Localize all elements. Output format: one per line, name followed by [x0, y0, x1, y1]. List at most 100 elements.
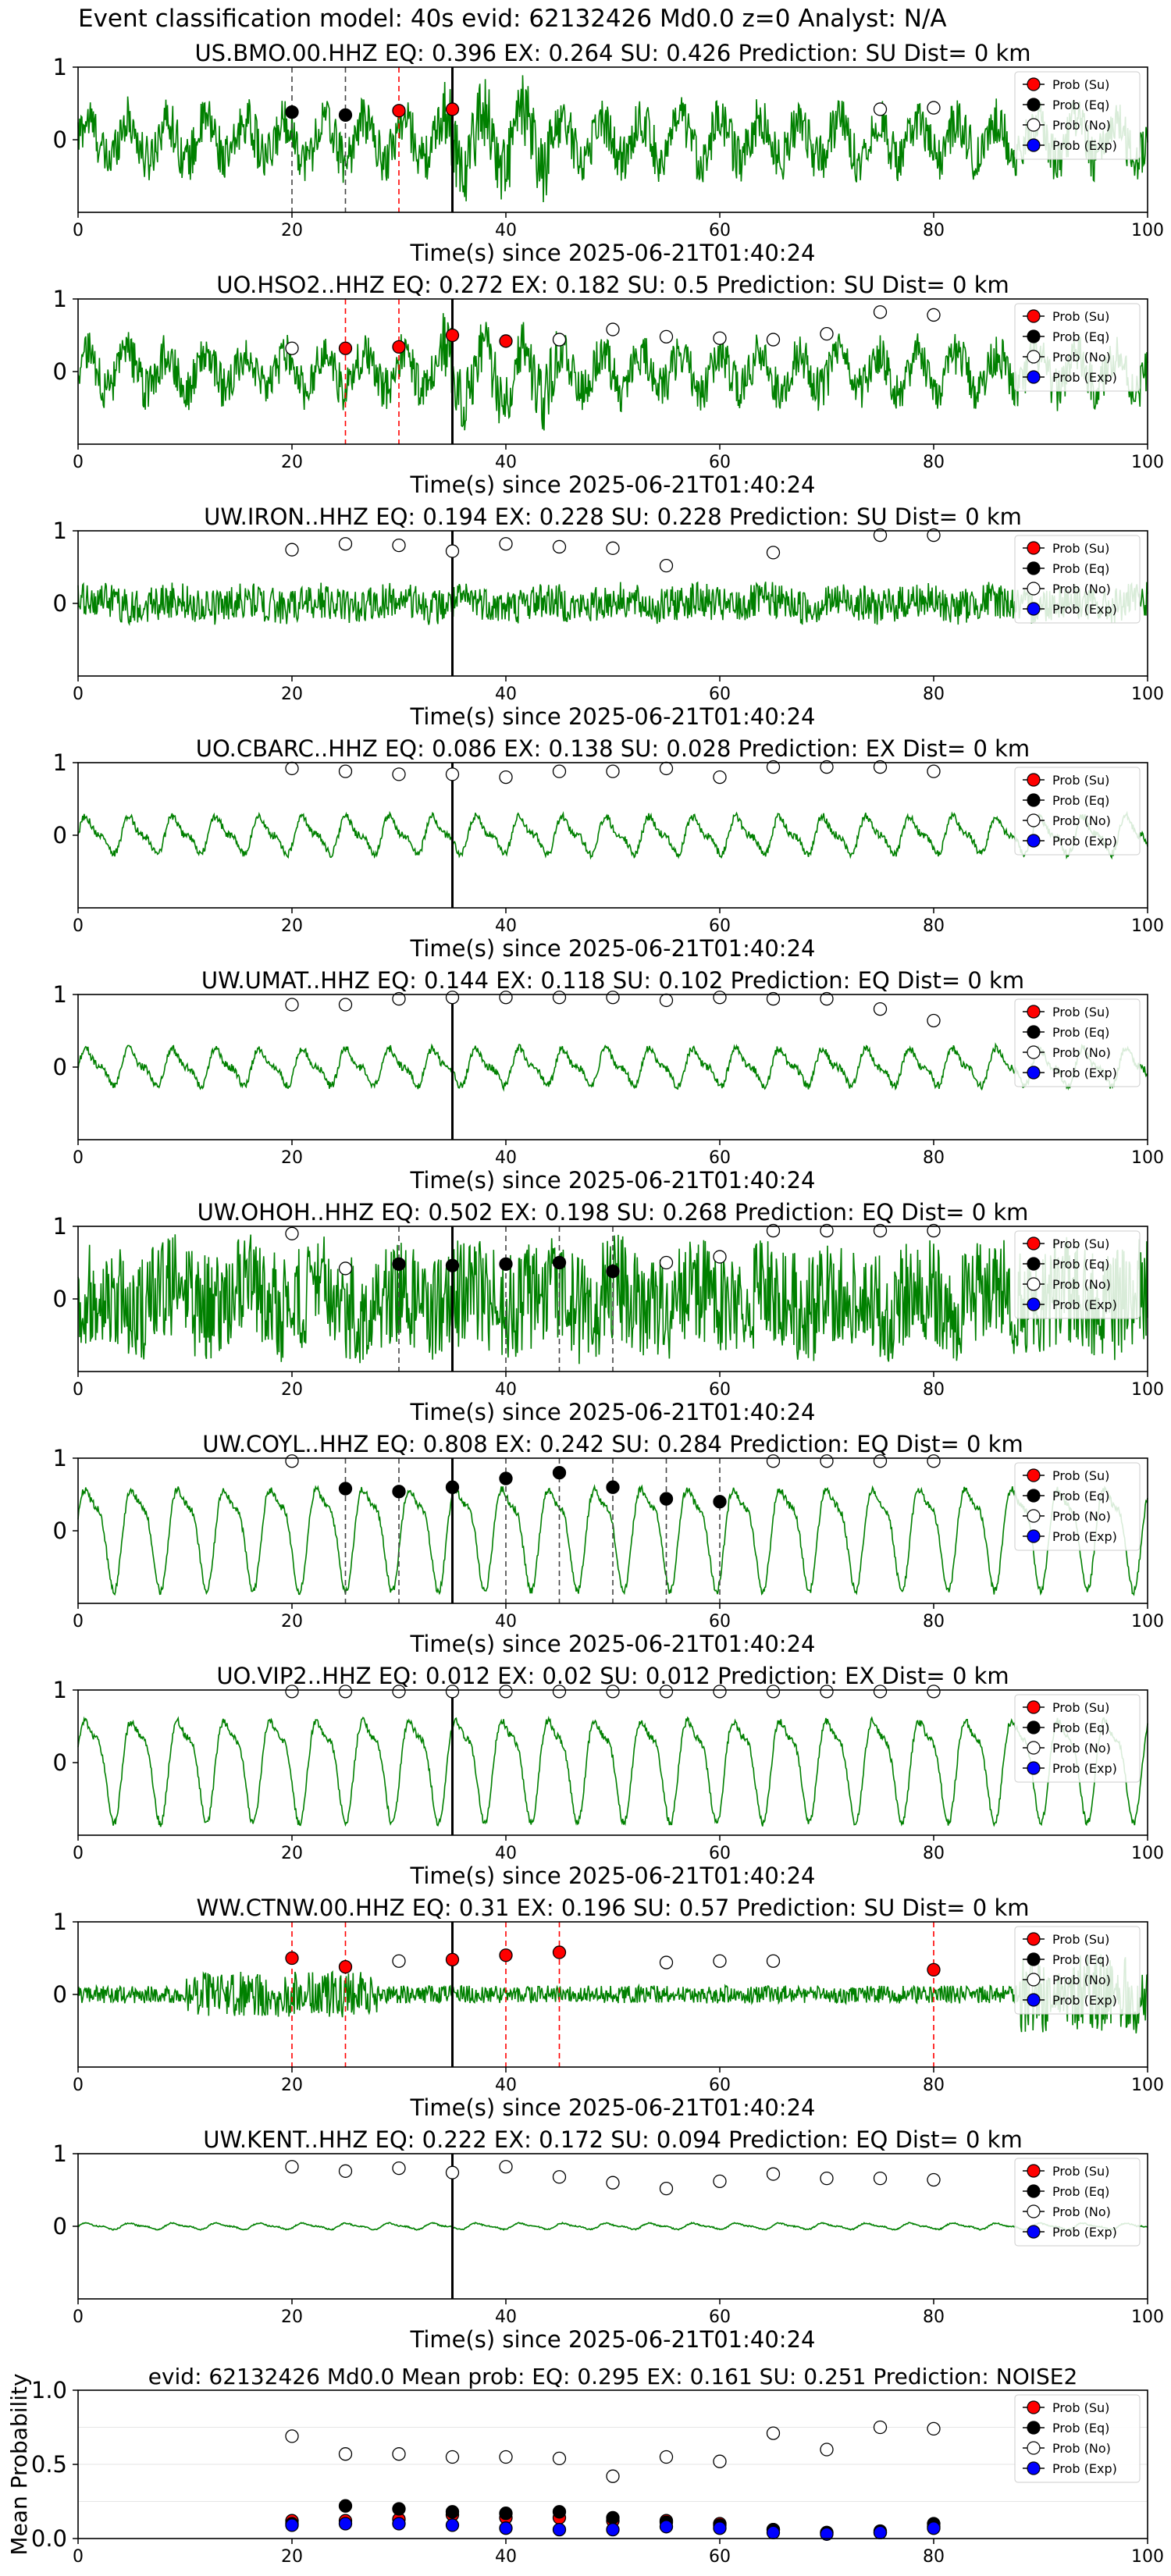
- panel-title: evid: 62132426 Md0.0 Mean prob: EQ: 0.29…: [148, 2364, 1078, 2389]
- legend-marker-no: [1027, 813, 1041, 827]
- x-tick-label: 80: [923, 2076, 945, 2095]
- legend-marker-no: [1027, 1973, 1041, 1987]
- x-tick-label: 80: [923, 916, 945, 936]
- legend-label-exp: Prob (Exp): [1052, 602, 1117, 617]
- legend-label-exp: Prob (Exp): [1052, 834, 1117, 849]
- station-panel-4: UW.UMAT..HHZ EQ: 0.144 EX: 0.118 SU: 0.1…: [53, 967, 1164, 1194]
- prob-point-no: [659, 761, 674, 776]
- x-axis-label: Time(s) since 2025-06-21T01:40:24: [410, 935, 816, 962]
- legend-label-su: Prob (Su): [1052, 773, 1109, 788]
- mean-point-no: [659, 2450, 674, 2464]
- legend-frame: [1014, 1462, 1141, 1551]
- y-tick-label: 1: [53, 1677, 67, 1703]
- x-tick-label: 60: [709, 2076, 731, 2095]
- mean-point-exp: [552, 2522, 567, 2537]
- y-tick-label: 0: [53, 1286, 67, 1312]
- station-panel-5: UW.OHOH..HHZ EQ: 0.502 EX: 0.198 SU: 0.2…: [53, 1199, 1164, 1425]
- x-tick-label: 40: [495, 453, 517, 472]
- panel-title: UW.UMAT..HHZ EQ: 0.144 EX: 0.118 SU: 0.1…: [201, 967, 1024, 994]
- prob-point-no: [820, 1223, 834, 1238]
- prob-point-eq: [338, 108, 353, 123]
- x-tick-label: 0: [73, 2307, 84, 2327]
- prob-point-no: [927, 308, 941, 322]
- waveform-trace: [77, 75, 1148, 203]
- prob-point-no: [659, 2181, 674, 2196]
- x-tick-label: 100: [1131, 1380, 1164, 1400]
- prob-point-no: [873, 1454, 888, 1468]
- prob-point-no: [552, 1685, 567, 1699]
- x-tick-label: 0: [73, 1380, 84, 1400]
- legend: Prob (Su) Prob (Eq) Prob (No) Prob (Exp): [1014, 71, 1141, 160]
- figure-title: Event classification model: 40s evid: 62…: [78, 5, 947, 33]
- legend-label-eq: Prob (Eq): [1052, 1720, 1109, 1735]
- x-tick-label: 40: [495, 2307, 517, 2327]
- prob-point-no: [766, 760, 781, 774]
- waveform-trace: [77, 1484, 1148, 1596]
- prob-point-no: [873, 305, 888, 319]
- prob-point-eq: [392, 1485, 406, 1499]
- x-tick-label: 100: [1131, 2076, 1164, 2095]
- station-panel-6: UW.COYL..HHZ EQ: 0.808 EX: 0.242 SU: 0.2…: [53, 1431, 1164, 1657]
- mean-point-eq: [552, 2505, 567, 2519]
- legend-label-eq: Prob (Eq): [1052, 1489, 1109, 1503]
- panel-title: US.BMO.00.HHZ EQ: 0.396 EX: 0.264 SU: 0.…: [194, 40, 1030, 66]
- y-tick-label: 0.5: [31, 2451, 67, 2478]
- legend-label-no: Prob (No): [1052, 1741, 1111, 1756]
- x-tick-label: 60: [709, 453, 731, 472]
- prob-point-no: [552, 764, 567, 778]
- x-axis-label: Time(s) since 2025-06-21T01:40:24: [410, 1167, 816, 1194]
- legend-label-no: Prob (No): [1052, 1277, 1111, 1292]
- mean-point-no: [392, 2447, 406, 2461]
- legend-marker-exp: [1027, 1066, 1041, 1080]
- legend-marker-su: [1027, 77, 1041, 91]
- prob-point-no: [927, 764, 941, 778]
- prob-point-no: [338, 537, 353, 551]
- prob-point-no: [285, 998, 299, 1012]
- prob-point-no: [606, 991, 620, 1005]
- mean-point-exp: [499, 2521, 513, 2535]
- legend-marker-su: [1027, 541, 1041, 555]
- x-tick-label: 100: [1131, 1844, 1164, 1863]
- mean-point-no: [820, 2443, 834, 2457]
- legend-marker-exp: [1027, 138, 1041, 152]
- legend-marker-eq: [1027, 1257, 1041, 1271]
- waveform-trace: [77, 1953, 1148, 2033]
- x-tick-label: 100: [1131, 1148, 1164, 1168]
- y-tick-label: 1: [53, 749, 67, 776]
- mean-point-no: [927, 2421, 941, 2436]
- prob-point-no: [392, 1685, 406, 1699]
- prob-point-no: [285, 341, 299, 355]
- mean-point-no: [285, 2429, 299, 2443]
- legend-marker-eq: [1027, 1025, 1041, 1039]
- x-tick-label: 60: [709, 2547, 731, 2567]
- legend-label-no: Prob (No): [1052, 2441, 1111, 2456]
- legend: Prob (Su) Prob (Eq) Prob (No) Prob (Exp): [1014, 998, 1141, 1087]
- legend-label-no: Prob (No): [1052, 118, 1111, 133]
- legend-marker-no: [1027, 118, 1041, 132]
- prob-point-eq: [552, 1255, 567, 1270]
- prob-point-no: [713, 991, 727, 1005]
- prob-point-no: [766, 2167, 781, 2181]
- x-tick-label: 80: [923, 2307, 945, 2327]
- x-tick-label: 0: [73, 2076, 84, 2095]
- prob-point-no: [766, 991, 781, 1006]
- prob-point-no: [499, 1685, 513, 1699]
- legend-label-su: Prob (Su): [1052, 1236, 1109, 1251]
- x-tick-label: 60: [709, 685, 731, 704]
- prob-point-no: [713, 1954, 727, 1968]
- legend: Prob (Su) Prob (Eq) Prob (No) Prob (Exp): [1014, 303, 1141, 392]
- y-tick-label: 0: [53, 1054, 67, 1080]
- x-tick-label: 0: [73, 1148, 84, 1168]
- legend-marker-exp: [1027, 834, 1041, 848]
- legend-marker-no: [1027, 1045, 1041, 1059]
- prob-point-no: [552, 991, 567, 1005]
- x-axis-label: Time(s) since 2025-06-21T01:40:24: [410, 1399, 816, 1425]
- mean-point-exp: [873, 2525, 888, 2540]
- waveform-trace: [77, 1715, 1148, 1827]
- prob-point-no: [927, 2172, 941, 2187]
- x-tick-label: 20: [281, 1844, 303, 1863]
- prob-point-no: [873, 1223, 888, 1238]
- prob-point-eq: [606, 1480, 620, 1494]
- legend-label-exp: Prob (Exp): [1052, 138, 1117, 153]
- x-tick-label: 20: [281, 1148, 303, 1168]
